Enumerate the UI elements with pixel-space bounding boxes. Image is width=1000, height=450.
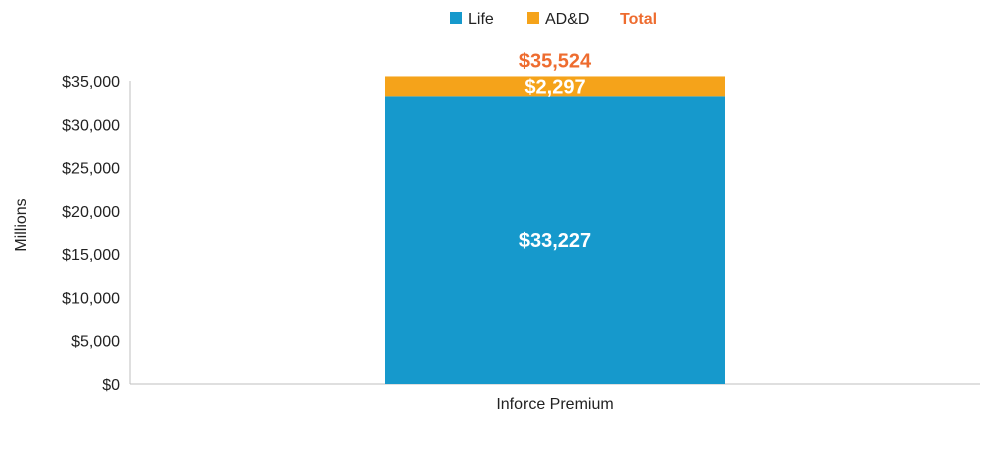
y-tick-label: $30,000 [62, 117, 120, 134]
x-tick-label: Inforce Premium [496, 396, 613, 413]
y-axis-title: Millions [13, 198, 30, 251]
y-tick-label: $20,000 [62, 204, 120, 221]
y-tick-label: $5,000 [71, 334, 120, 351]
data-label-life: $33,227 [519, 230, 591, 252]
bar-segment-life [385, 96, 725, 384]
data-label-add: $2,297 [524, 76, 585, 98]
y-tick-label: $10,000 [62, 290, 120, 307]
legend-swatch-add [527, 12, 539, 24]
bars: $33,227 $2,297 $35,524 [385, 50, 725, 384]
y-tick-label: $15,000 [62, 247, 120, 264]
y-axis-ticks: $0 $5,000 $10,000 $15,000 $20,000 $25,000 $30,… [62, 74, 120, 394]
x-axis-ticks: Inforce Premium [496, 396, 613, 413]
legend-label-add: AD&D [545, 11, 589, 28]
data-label-total: $35,524 [519, 50, 592, 72]
y-tick-label: $25,000 [62, 161, 120, 178]
y-tick-label: $35,000 [62, 74, 120, 91]
legend-swatch-life [450, 12, 462, 24]
y-tick-label: $0 [102, 377, 120, 394]
legend-label-life: Life [468, 11, 494, 28]
legend-label-total: Total [620, 11, 657, 28]
bar-segment-add [385, 76, 725, 97]
legend: Life AD&D Total [450, 11, 657, 28]
